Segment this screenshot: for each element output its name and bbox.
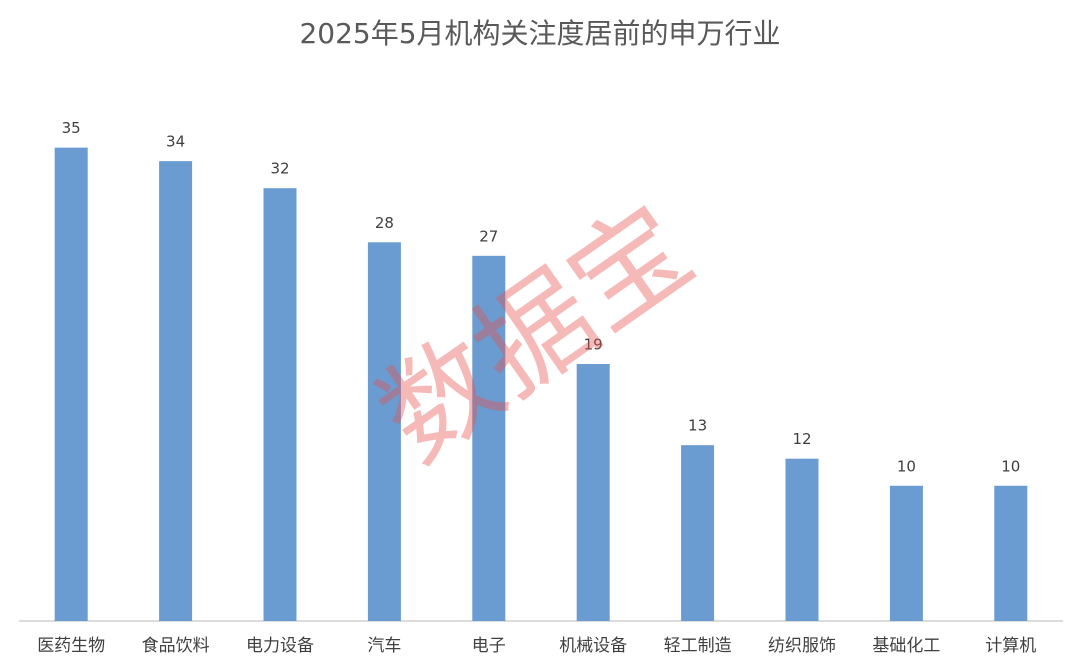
x-tick-label: 汽车 <box>367 636 401 656</box>
data-label: 12 <box>792 430 811 448</box>
data-label: 13 <box>688 417 707 435</box>
x-tick-label: 医药生物 <box>37 636 105 656</box>
x-tick-label: 机械设备 <box>559 636 627 656</box>
bar <box>994 485 1028 621</box>
x-tick-label: 纺织服饰 <box>768 636 836 656</box>
x-tick-label: 电子 <box>472 636 506 656</box>
bar <box>576 364 610 621</box>
data-label: 10 <box>1001 457 1020 475</box>
data-label: 28 <box>375 214 394 232</box>
data-label: 27 <box>479 227 498 245</box>
data-label: 19 <box>584 336 603 354</box>
x-tick-label: 电力设备 <box>246 636 314 656</box>
x-tick-label: 食品饮料 <box>142 636 210 656</box>
x-tick-label: 基础化工 <box>872 636 940 656</box>
x-tick-label: 计算机 <box>985 636 1036 656</box>
data-label: 35 <box>62 119 81 137</box>
bar <box>367 242 401 622</box>
chart-title: 2025年5月机构关注度居前的申万行业 <box>299 17 780 50</box>
bar <box>263 188 297 621</box>
data-label: 32 <box>270 160 289 178</box>
bar <box>472 255 506 621</box>
data-label: 10 <box>897 457 916 475</box>
data-label: 34 <box>166 133 185 151</box>
bar <box>159 161 193 621</box>
bar <box>681 445 715 621</box>
bar <box>785 458 819 621</box>
bar <box>889 485 923 621</box>
bar <box>54 147 88 621</box>
x-tick-label: 轻工制造 <box>664 636 732 656</box>
